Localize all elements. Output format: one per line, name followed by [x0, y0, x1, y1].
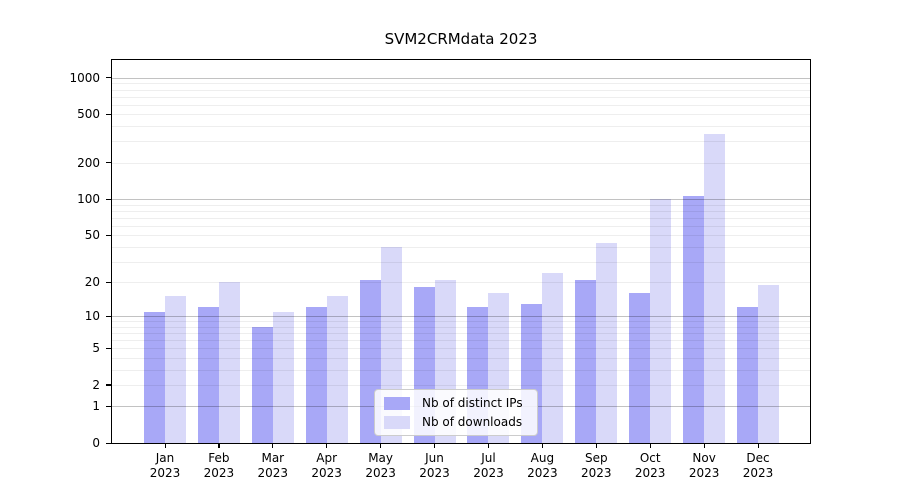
x-tick-mark-jun	[434, 443, 436, 448]
legend-swatch-distinct-ips	[384, 396, 410, 410]
x-tick-label-dec: Dec 2023	[742, 451, 774, 480]
y-tick-mark-200	[106, 162, 112, 164]
bar-nb-of-distinct-ips-dec	[737, 307, 758, 443]
y-tick-mark-1000	[106, 77, 112, 79]
x-tick-label-jul: Jul 2023	[473, 451, 504, 480]
y-tick-label-200: 200	[77, 155, 100, 170]
bar-nb-of-distinct-ips-feb	[197, 307, 219, 443]
x-tick-mark-jan	[164, 443, 166, 448]
y-tick-label-2: 2	[92, 377, 100, 392]
y-tick-mark-5	[106, 347, 112, 349]
bar-nb-of-downloads-oct	[650, 199, 672, 443]
x-tick-label-may: May 2023	[365, 451, 396, 480]
bar-nb-of-downloads-aug	[542, 272, 564, 443]
x-tick-label-jan: Jan 2023	[149, 451, 181, 480]
bar-nb-of-distinct-ips-apr	[305, 307, 327, 443]
x-tick-label-mar: Mar 2023	[257, 451, 289, 480]
x-tick-mark-jul	[488, 443, 490, 448]
x-tick-mark-nov	[703, 443, 705, 448]
x-tick-label-jun: Jun 2023	[419, 451, 450, 480]
legend-swatch-downloads	[384, 415, 410, 429]
bar-nb-of-downloads-apr	[326, 296, 348, 443]
chart-title: SVM2CRMdata 2023	[384, 30, 538, 48]
y-tick-label-1: 1	[92, 399, 100, 414]
legend-label-distinct-ips: Nb of distinct IPs	[422, 396, 523, 410]
bar-nb-of-downloads-feb	[218, 282, 240, 443]
x-tick-label-aug: Aug 2023	[527, 451, 558, 480]
ticks-layer: 0 1 2 5 10 20 50 100 200 500 1000 Jan 2023 Feb 2023 Mar…	[69, 60, 810, 480]
x-tick-mark-oct	[649, 443, 651, 448]
y-tick-label-500: 500	[77, 107, 100, 122]
y-tick-label-0: 0	[92, 436, 100, 450]
x-tick-label-nov: Nov 2023	[688, 451, 720, 480]
y-tick-mark-1	[106, 405, 112, 408]
bar-nb-of-distinct-ips-jan	[144, 311, 165, 443]
y-tick-label-1000: 1000	[69, 70, 100, 85]
y-tick-mark-500	[106, 113, 112, 116]
y-tick-mark-50	[106, 234, 112, 236]
bar-nb-of-distinct-ips-oct	[629, 293, 651, 443]
bar-nb-of-downloads-nov	[704, 133, 726, 443]
legend-item-distinct-ips: Nb of distinct IPs	[384, 396, 523, 410]
bar-nb-of-distinct-ips-sep	[575, 279, 597, 443]
x-tick-mark-sep	[595, 443, 597, 448]
bar-nb-of-downloads-dec	[758, 284, 779, 443]
y-tick-mark-2	[106, 384, 112, 386]
y-tick-mark-0	[106, 442, 112, 444]
y-tick-label-100: 100	[77, 192, 100, 206]
x-tick-label-oct: Oct 2023	[634, 451, 666, 480]
x-tick-label-apr: Apr 2023	[311, 451, 342, 480]
x-tick-label-sep: Sep 2023	[581, 451, 612, 480]
legend-label-downloads: Nb of downloads	[422, 415, 523, 429]
x-tick-mark-aug	[541, 443, 544, 448]
y-tick-label-5: 5	[92, 341, 100, 356]
plot-area: 0 1 2 5 10 20 50 100 200 500 1000 Jan 2023 Feb 2023 Mar…	[69, 59, 811, 480]
y-tick-label-10: 10	[84, 309, 100, 324]
bar-nb-of-distinct-ips-mar	[251, 326, 273, 443]
y-tick-mark-20	[106, 281, 112, 283]
legend-item-downloads: Nb of downloads	[384, 415, 523, 429]
bar-nb-of-downloads-mar	[272, 311, 294, 443]
y-tick-label-20: 20	[84, 275, 100, 290]
x-tick-mark-feb	[218, 443, 220, 448]
bar-nb-of-distinct-ips-nov	[683, 196, 705, 443]
bar-nb-of-downloads-jan	[165, 296, 186, 443]
y-tick-label-50: 50	[84, 228, 100, 243]
y-tick-mark-10	[106, 315, 112, 317]
x-tick-mark-mar	[272, 443, 274, 448]
x-tick-mark-apr	[326, 443, 328, 448]
x-tick-mark-may	[380, 443, 382, 448]
bar-nb-of-downloads-sep	[596, 242, 618, 443]
y-tick-mark-100	[106, 198, 112, 200]
x-tick-mark-dec	[757, 443, 759, 448]
x-tick-label-feb: Feb 2023	[203, 451, 235, 480]
legend: Nb of distinct IPs Nb of downloads	[374, 389, 538, 436]
